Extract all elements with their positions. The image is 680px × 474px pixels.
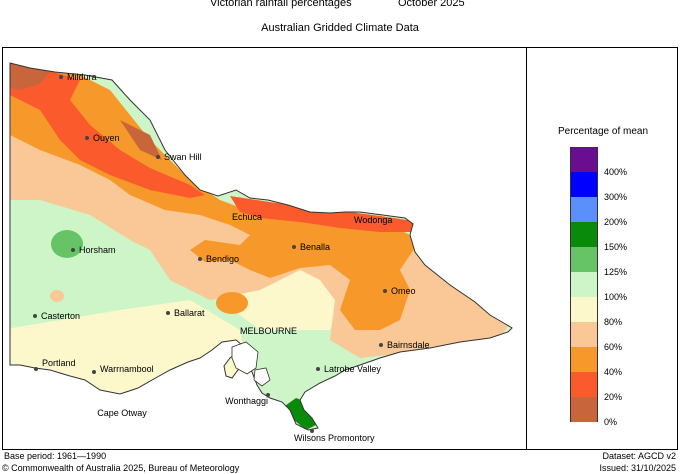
town-marker (34, 367, 38, 371)
dataset-label: Dataset: AGCD v2 (602, 451, 676, 461)
legend-divider (526, 47, 527, 450)
legend-label: 100% (604, 292, 628, 302)
town-marker (292, 245, 296, 249)
legend-band (570, 222, 598, 247)
places-layer: Mildura Ouyen Swan Hill Echuca Wodonga Horsha… (33, 72, 430, 443)
town-label: Mildura (67, 72, 97, 82)
town-label: Horsham (79, 245, 116, 255)
legend-band (570, 322, 598, 347)
map-subtitle: Australian Gridded Climate Data (261, 22, 419, 34)
legend-label: 0% (604, 417, 618, 427)
legend-band (570, 397, 598, 422)
legend-label: 200% (604, 217, 628, 227)
legend-band (570, 197, 598, 222)
legend-band (570, 297, 598, 322)
legend-band (570, 147, 598, 172)
copyright-notice: © Commonwealth of Australia 2025, Bureau… (2, 463, 240, 473)
legend-label: 60% (604, 342, 623, 352)
town-marker (266, 393, 270, 397)
town-marker (85, 136, 89, 140)
legend-label: 20% (604, 392, 623, 402)
town-marker (92, 370, 96, 374)
legend-label: 125% (604, 267, 628, 277)
town-label: MELBOURNE (240, 326, 297, 336)
map-title: Victorian rainfall percentages (210, 0, 352, 9)
town-label: Wilsons Promontory (294, 433, 375, 443)
town-label: Wodonga (354, 215, 392, 225)
legend-label: 150% (604, 242, 628, 252)
town-label: Omeo (391, 286, 416, 296)
town-marker (316, 367, 320, 371)
town-label: Ballarat (174, 308, 205, 318)
town-marker (310, 429, 314, 433)
legend-title: Percentage of mean (557, 126, 649, 137)
town-marker (166, 311, 170, 315)
town-label: Casterton (41, 311, 80, 321)
title-row: Victorian rainfall percentages October 2… (0, 0, 680, 14)
town-label: Swan Hill (164, 152, 202, 162)
town-marker (33, 314, 37, 318)
town-marker (383, 289, 387, 293)
legend-band (570, 247, 598, 272)
legend-band (570, 347, 598, 372)
legend-band (570, 372, 598, 397)
legend-band (570, 272, 598, 297)
rainfall-map: Mildura Ouyen Swan Hill Echuca Wodonga Horsha… (9, 62, 513, 443)
town-label: Warrnambool (100, 364, 154, 374)
legend-label: 400% (604, 167, 628, 177)
town-label: Bairnsdale (387, 340, 430, 350)
town-label: Cape Otway (97, 408, 147, 418)
town-marker (156, 155, 160, 159)
town-marker (379, 343, 383, 347)
town-label: Wonthaggi (225, 396, 268, 406)
town-marker (59, 75, 63, 79)
town-label: Latrobe Valley (324, 364, 381, 374)
legend-label: 40% (604, 367, 623, 377)
town-marker (71, 248, 75, 252)
town-label: Benalla (300, 242, 330, 252)
town-label: Portland (42, 358, 76, 368)
town-label: Bendigo (206, 254, 239, 264)
map-frame (2, 47, 678, 450)
legend-label: 80% (604, 317, 623, 327)
town-label: Ouyen (93, 133, 120, 143)
town-label: Echuca (232, 212, 262, 222)
issued-date: Issued: 31/10/2025 (599, 463, 676, 473)
legend-band (570, 172, 598, 197)
base-period: Base period: 1961—1990 (4, 451, 107, 461)
map-period: October 2025 (398, 0, 465, 9)
legend-label: 300% (604, 192, 628, 202)
town-marker (198, 257, 202, 261)
